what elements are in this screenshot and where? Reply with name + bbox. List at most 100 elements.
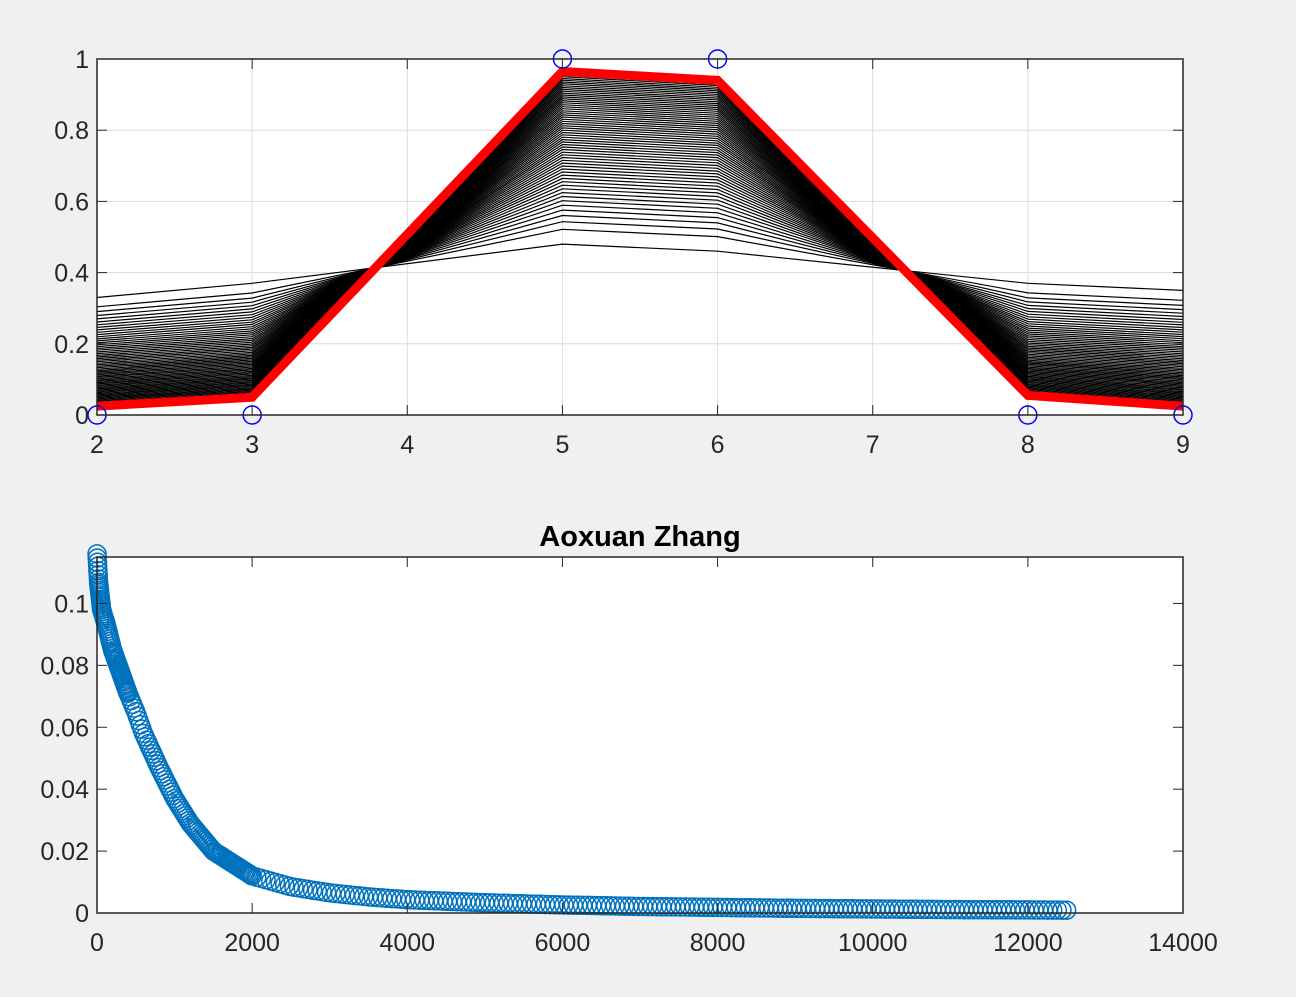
iteration-curve bbox=[96, 156, 1184, 353]
x-tick-label: 0 bbox=[90, 929, 104, 957]
y-tick-label: 0 bbox=[75, 402, 89, 430]
iteration-curve bbox=[96, 83, 1184, 399]
iteration-curve bbox=[96, 94, 1184, 392]
iteration-curve bbox=[96, 136, 1184, 366]
y-tick-label: 0.06 bbox=[40, 714, 89, 742]
x-tick-label: 2 bbox=[90, 431, 104, 459]
iteration-curve bbox=[96, 141, 1184, 363]
top-axes: 2 3 4 5 6 7 8 9 0 0.2 0.4 0.6 0.8 1 bbox=[54, 46, 1193, 459]
top-axes-plot-area bbox=[87, 49, 1193, 425]
scatter-point bbox=[124, 698, 144, 718]
iteration-curve bbox=[96, 131, 1184, 369]
y-tick-label: 0 bbox=[75, 900, 89, 928]
iteration-curve bbox=[96, 125, 1184, 373]
iteration-curve bbox=[96, 81, 1184, 400]
iteration-curve bbox=[96, 122, 1184, 374]
bottom-axes: 0 2000 4000 6000 8000 10000 12000 14000 0 0.02 0.0… bbox=[40, 521, 1217, 957]
iteration-curve bbox=[96, 114, 1184, 380]
iteration-curve bbox=[96, 168, 1184, 346]
x-tick-label: 2000 bbox=[224, 929, 280, 957]
iteration-curve bbox=[96, 118, 1184, 377]
scatter-point bbox=[1056, 900, 1077, 920]
iteration-curve bbox=[96, 151, 1184, 356]
iteration-curve bbox=[96, 127, 1184, 372]
x-tick-label: 6 bbox=[711, 431, 725, 459]
iteration-curve bbox=[96, 88, 1184, 396]
bottom-axes-background bbox=[97, 557, 1183, 913]
y-tick-label: 0.08 bbox=[40, 652, 89, 680]
iteration-curve bbox=[96, 154, 1184, 355]
iteration-curve bbox=[96, 100, 1184, 389]
iteration-curve bbox=[96, 129, 1184, 370]
y-tick-label: 0.6 bbox=[54, 188, 89, 216]
final-fit-curve bbox=[96, 66, 1184, 411]
iteration-curve bbox=[96, 77, 1184, 403]
iteration-curve bbox=[96, 188, 1184, 333]
iteration-curve bbox=[96, 86, 1184, 397]
x-tick-label: 3 bbox=[245, 431, 259, 459]
iteration-curve bbox=[96, 221, 1184, 313]
y-tick-label: 0.02 bbox=[40, 838, 89, 866]
iteration-curve bbox=[96, 191, 1184, 331]
iteration-curve bbox=[96, 110, 1184, 382]
y-tick-label: 0.1 bbox=[54, 590, 89, 618]
iteration-curve bbox=[96, 134, 1184, 367]
iteration-curve bbox=[96, 116, 1184, 378]
bottom-axes-ticks: 0 2000 4000 6000 8000 10000 12000 14000 0 0.02 0.0… bbox=[40, 557, 1218, 957]
iteration-curve bbox=[96, 200, 1184, 326]
iteration-curve bbox=[96, 106, 1184, 385]
x-tick-label: 4000 bbox=[379, 929, 435, 957]
iteration-curve bbox=[96, 146, 1184, 360]
y-tick-label: 1 bbox=[75, 46, 89, 74]
iteration-curve bbox=[96, 92, 1184, 394]
y-tick-label: 0.4 bbox=[54, 260, 89, 288]
iteration-curve bbox=[96, 148, 1184, 358]
iteration-curve bbox=[96, 79, 1184, 402]
x-tick-label: 4 bbox=[400, 431, 414, 459]
iteration-curve bbox=[96, 171, 1184, 344]
iteration-curve bbox=[96, 165, 1184, 348]
x-tick-label: 7 bbox=[866, 431, 880, 459]
iteration-curve bbox=[96, 184, 1184, 336]
iteration-curve bbox=[96, 104, 1184, 386]
iteration-curve bbox=[96, 159, 1184, 351]
iteration-curve bbox=[96, 98, 1184, 390]
iteration-curve bbox=[96, 102, 1184, 387]
scatter-point bbox=[1042, 900, 1063, 920]
chart-title: Aoxuan Zhang bbox=[539, 521, 740, 553]
iteration-curve bbox=[96, 96, 1184, 391]
iteration-curve bbox=[96, 174, 1184, 342]
iteration-curve bbox=[96, 85, 1184, 398]
y-tick-label: 0.04 bbox=[40, 776, 89, 804]
y-tick-label: 0.2 bbox=[54, 331, 89, 359]
x-tick-label: 12000 bbox=[993, 929, 1063, 957]
iteration-curve bbox=[96, 209, 1184, 320]
x-tick-label: 8 bbox=[1021, 431, 1035, 459]
scatter-point bbox=[237, 863, 258, 883]
iteration-curve bbox=[96, 90, 1184, 395]
top-axes-box bbox=[96, 58, 1184, 416]
iteration-curve bbox=[96, 143, 1184, 361]
iteration-curve bbox=[96, 243, 1184, 299]
scatter-point bbox=[1052, 900, 1072, 920]
x-tick-label: 14000 bbox=[1148, 929, 1218, 957]
iteration-curve bbox=[96, 177, 1184, 340]
bottom-axes-box bbox=[96, 556, 1184, 914]
x-tick-label: 5 bbox=[555, 431, 569, 459]
scatter-point bbox=[1047, 900, 1068, 920]
y-tick-label: 0.8 bbox=[54, 117, 89, 145]
iteration-curve bbox=[96, 162, 1184, 350]
top-axes-ticks: 2 3 4 5 6 7 8 9 0 0.2 0.4 0.6 0.8 1 bbox=[54, 46, 1190, 459]
x-tick-label: 9 bbox=[1176, 431, 1190, 459]
iteration-curve bbox=[96, 195, 1184, 328]
scatter-point bbox=[344, 885, 365, 906]
iteration-curve bbox=[96, 138, 1184, 364]
iteration-curve bbox=[96, 181, 1184, 338]
iteration-curve bbox=[96, 108, 1184, 384]
iteration-curve bbox=[96, 204, 1184, 323]
iteration-curve bbox=[96, 214, 1184, 317]
iteration-curve bbox=[96, 120, 1184, 376]
x-tick-label: 8000 bbox=[690, 929, 746, 957]
iteration-curve bbox=[96, 112, 1184, 381]
